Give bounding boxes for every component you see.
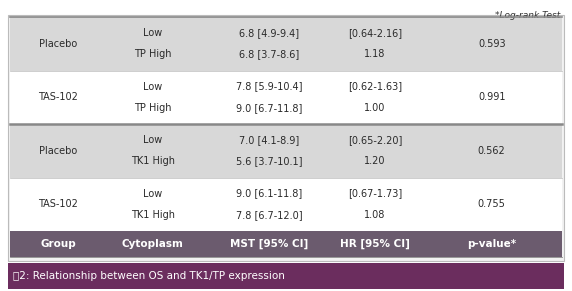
Text: 1.18: 1.18: [364, 49, 386, 59]
Bar: [10, 231, 562, 257]
Text: 0.562: 0.562: [478, 146, 506, 156]
Text: [0.64-2.16]: [0.64-2.16]: [348, 28, 402, 38]
Text: 7.0 [4.1-8.9]: 7.0 [4.1-8.9]: [239, 135, 300, 145]
Text: TP High: TP High: [134, 49, 171, 59]
Text: [0.62-1.63]: [0.62-1.63]: [348, 81, 402, 92]
Text: Group: Group: [40, 239, 76, 249]
Text: 6.8 [3.7-8.6]: 6.8 [3.7-8.6]: [239, 49, 300, 59]
Text: Placebo: Placebo: [39, 146, 77, 156]
Text: TP High: TP High: [134, 103, 171, 113]
Text: 9.0 [6.7-11.8]: 9.0 [6.7-11.8]: [236, 103, 303, 113]
Text: 0.991: 0.991: [478, 92, 506, 102]
Text: [0.67-1.73]: [0.67-1.73]: [348, 189, 402, 198]
Text: *Log-rank Test: *Log-rank Test: [495, 11, 560, 20]
Text: 1.00: 1.00: [364, 103, 386, 113]
Bar: [8, 263, 564, 289]
Text: TK1 High: TK1 High: [130, 210, 174, 220]
Text: Low: Low: [143, 189, 162, 198]
Bar: [10, 124, 562, 178]
Text: TAS-102: TAS-102: [38, 199, 78, 209]
Text: Low: Low: [143, 135, 162, 145]
Text: Cytoplasm: Cytoplasm: [122, 239, 184, 249]
Bar: [10, 178, 562, 231]
Text: 0.755: 0.755: [478, 199, 506, 209]
Bar: [10, 70, 562, 124]
Text: Placebo: Placebo: [39, 39, 77, 49]
Text: HR [95% CI]: HR [95% CI]: [340, 239, 410, 249]
Text: [0.65-2.20]: [0.65-2.20]: [348, 135, 402, 145]
Text: p-value*: p-value*: [467, 239, 517, 249]
Text: TK1 High: TK1 High: [130, 157, 174, 166]
Text: MST [95% CI]: MST [95% CI]: [230, 239, 308, 249]
Text: 7.8 [6.7-12.0]: 7.8 [6.7-12.0]: [236, 210, 303, 220]
Text: 5.6 [3.7-10.1]: 5.6 [3.7-10.1]: [236, 157, 303, 166]
Text: 9.0 [6.1-11.8]: 9.0 [6.1-11.8]: [236, 189, 303, 198]
Text: 1.08: 1.08: [364, 210, 386, 220]
Text: Low: Low: [143, 28, 162, 38]
Text: TAS-102: TAS-102: [38, 92, 78, 102]
Bar: [8, 15, 564, 261]
Bar: [10, 17, 562, 70]
Text: 6.8 [4.9-9.4]: 6.8 [4.9-9.4]: [239, 28, 299, 38]
Text: 7.8 [5.9-10.4]: 7.8 [5.9-10.4]: [236, 81, 303, 92]
Text: 1.20: 1.20: [364, 157, 386, 166]
Text: Low: Low: [143, 81, 162, 92]
Text: 表2: Relationship between OS and TK1/TP expression: 表2: Relationship between OS and TK1/TP e…: [13, 271, 285, 281]
Text: 0.593: 0.593: [478, 39, 506, 49]
